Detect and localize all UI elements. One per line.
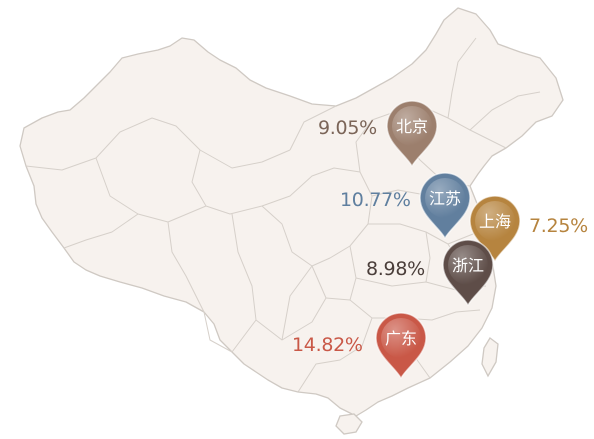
- share-label-jiangsu: 10.77%: [340, 189, 411, 211]
- pin-label-jiangsu: 江苏: [429, 189, 461, 208]
- pin-label-zhejiang: 浙江: [452, 256, 484, 275]
- map-pin-beijing[interactable]: 北京: [386, 100, 438, 168]
- share-label-beijing: 9.05%: [318, 117, 377, 139]
- taiwan-island: [481, 337, 499, 378]
- share-label-guangdong: 14.82%: [292, 334, 363, 356]
- map-pin-guangdong[interactable]: 广东: [375, 312, 427, 380]
- share-label-zhejiang: 8.98%: [366, 258, 425, 280]
- pin-label-guangdong: 广东: [385, 329, 417, 348]
- pin-label-beijing: 北京: [396, 117, 428, 136]
- hainan-island: [335, 413, 363, 435]
- pin-label-shanghai: 上海: [479, 212, 511, 231]
- map-pin-zhejiang[interactable]: 浙江: [442, 239, 494, 307]
- map-pin-jiangsu[interactable]: 江苏: [419, 172, 471, 240]
- share-label-shanghai: 7.25%: [529, 215, 588, 237]
